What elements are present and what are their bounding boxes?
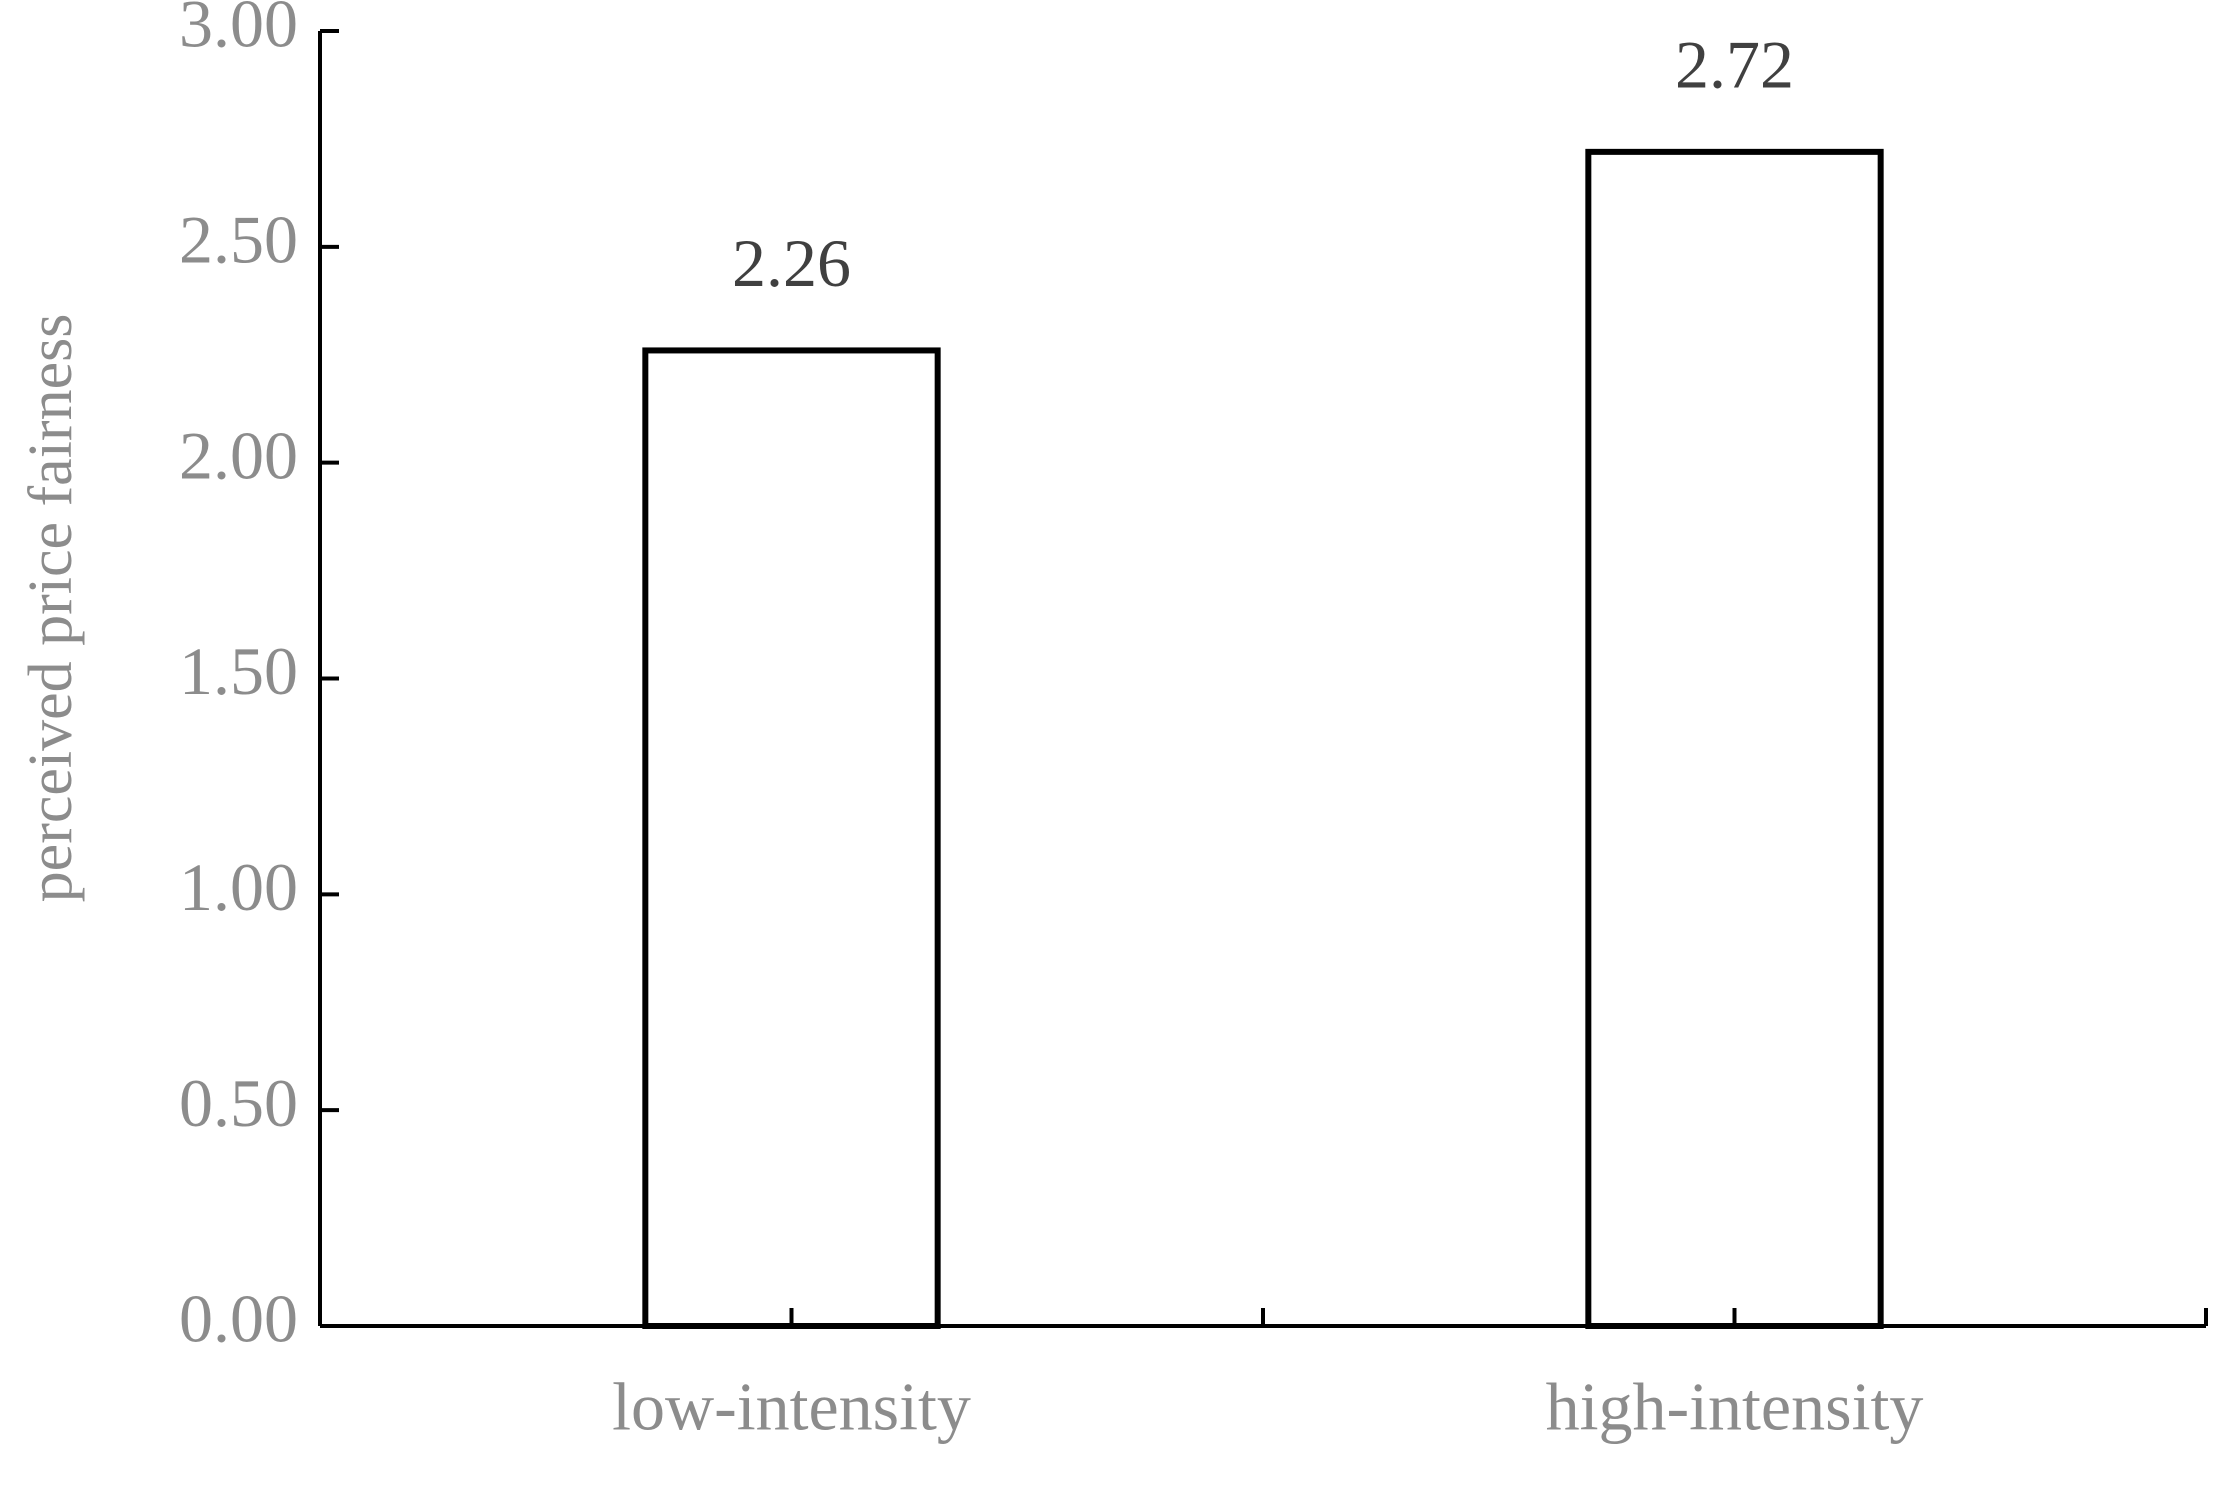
value-label: 2.26	[732, 225, 851, 301]
value-label: 2.72	[1675, 26, 1794, 102]
bar	[642, 347, 941, 1329]
y-tick-label: 1.50	[179, 633, 298, 709]
y-tick-label: 0.50	[179, 1065, 298, 1141]
y-tick-label: 2.50	[179, 201, 298, 277]
y-tick-label: 2.00	[179, 417, 298, 493]
y-axis-label: perceived price fairness	[17, 314, 85, 903]
x-tick-label: high-intensity	[1546, 1369, 1924, 1445]
y-tick-label: 0.00	[179, 1281, 298, 1357]
bar	[1585, 148, 1884, 1329]
y-tick-label: 1.00	[179, 849, 298, 925]
y-tick-label: 3.00	[179, 0, 298, 62]
x-tick-label: low-intensity	[612, 1369, 971, 1445]
